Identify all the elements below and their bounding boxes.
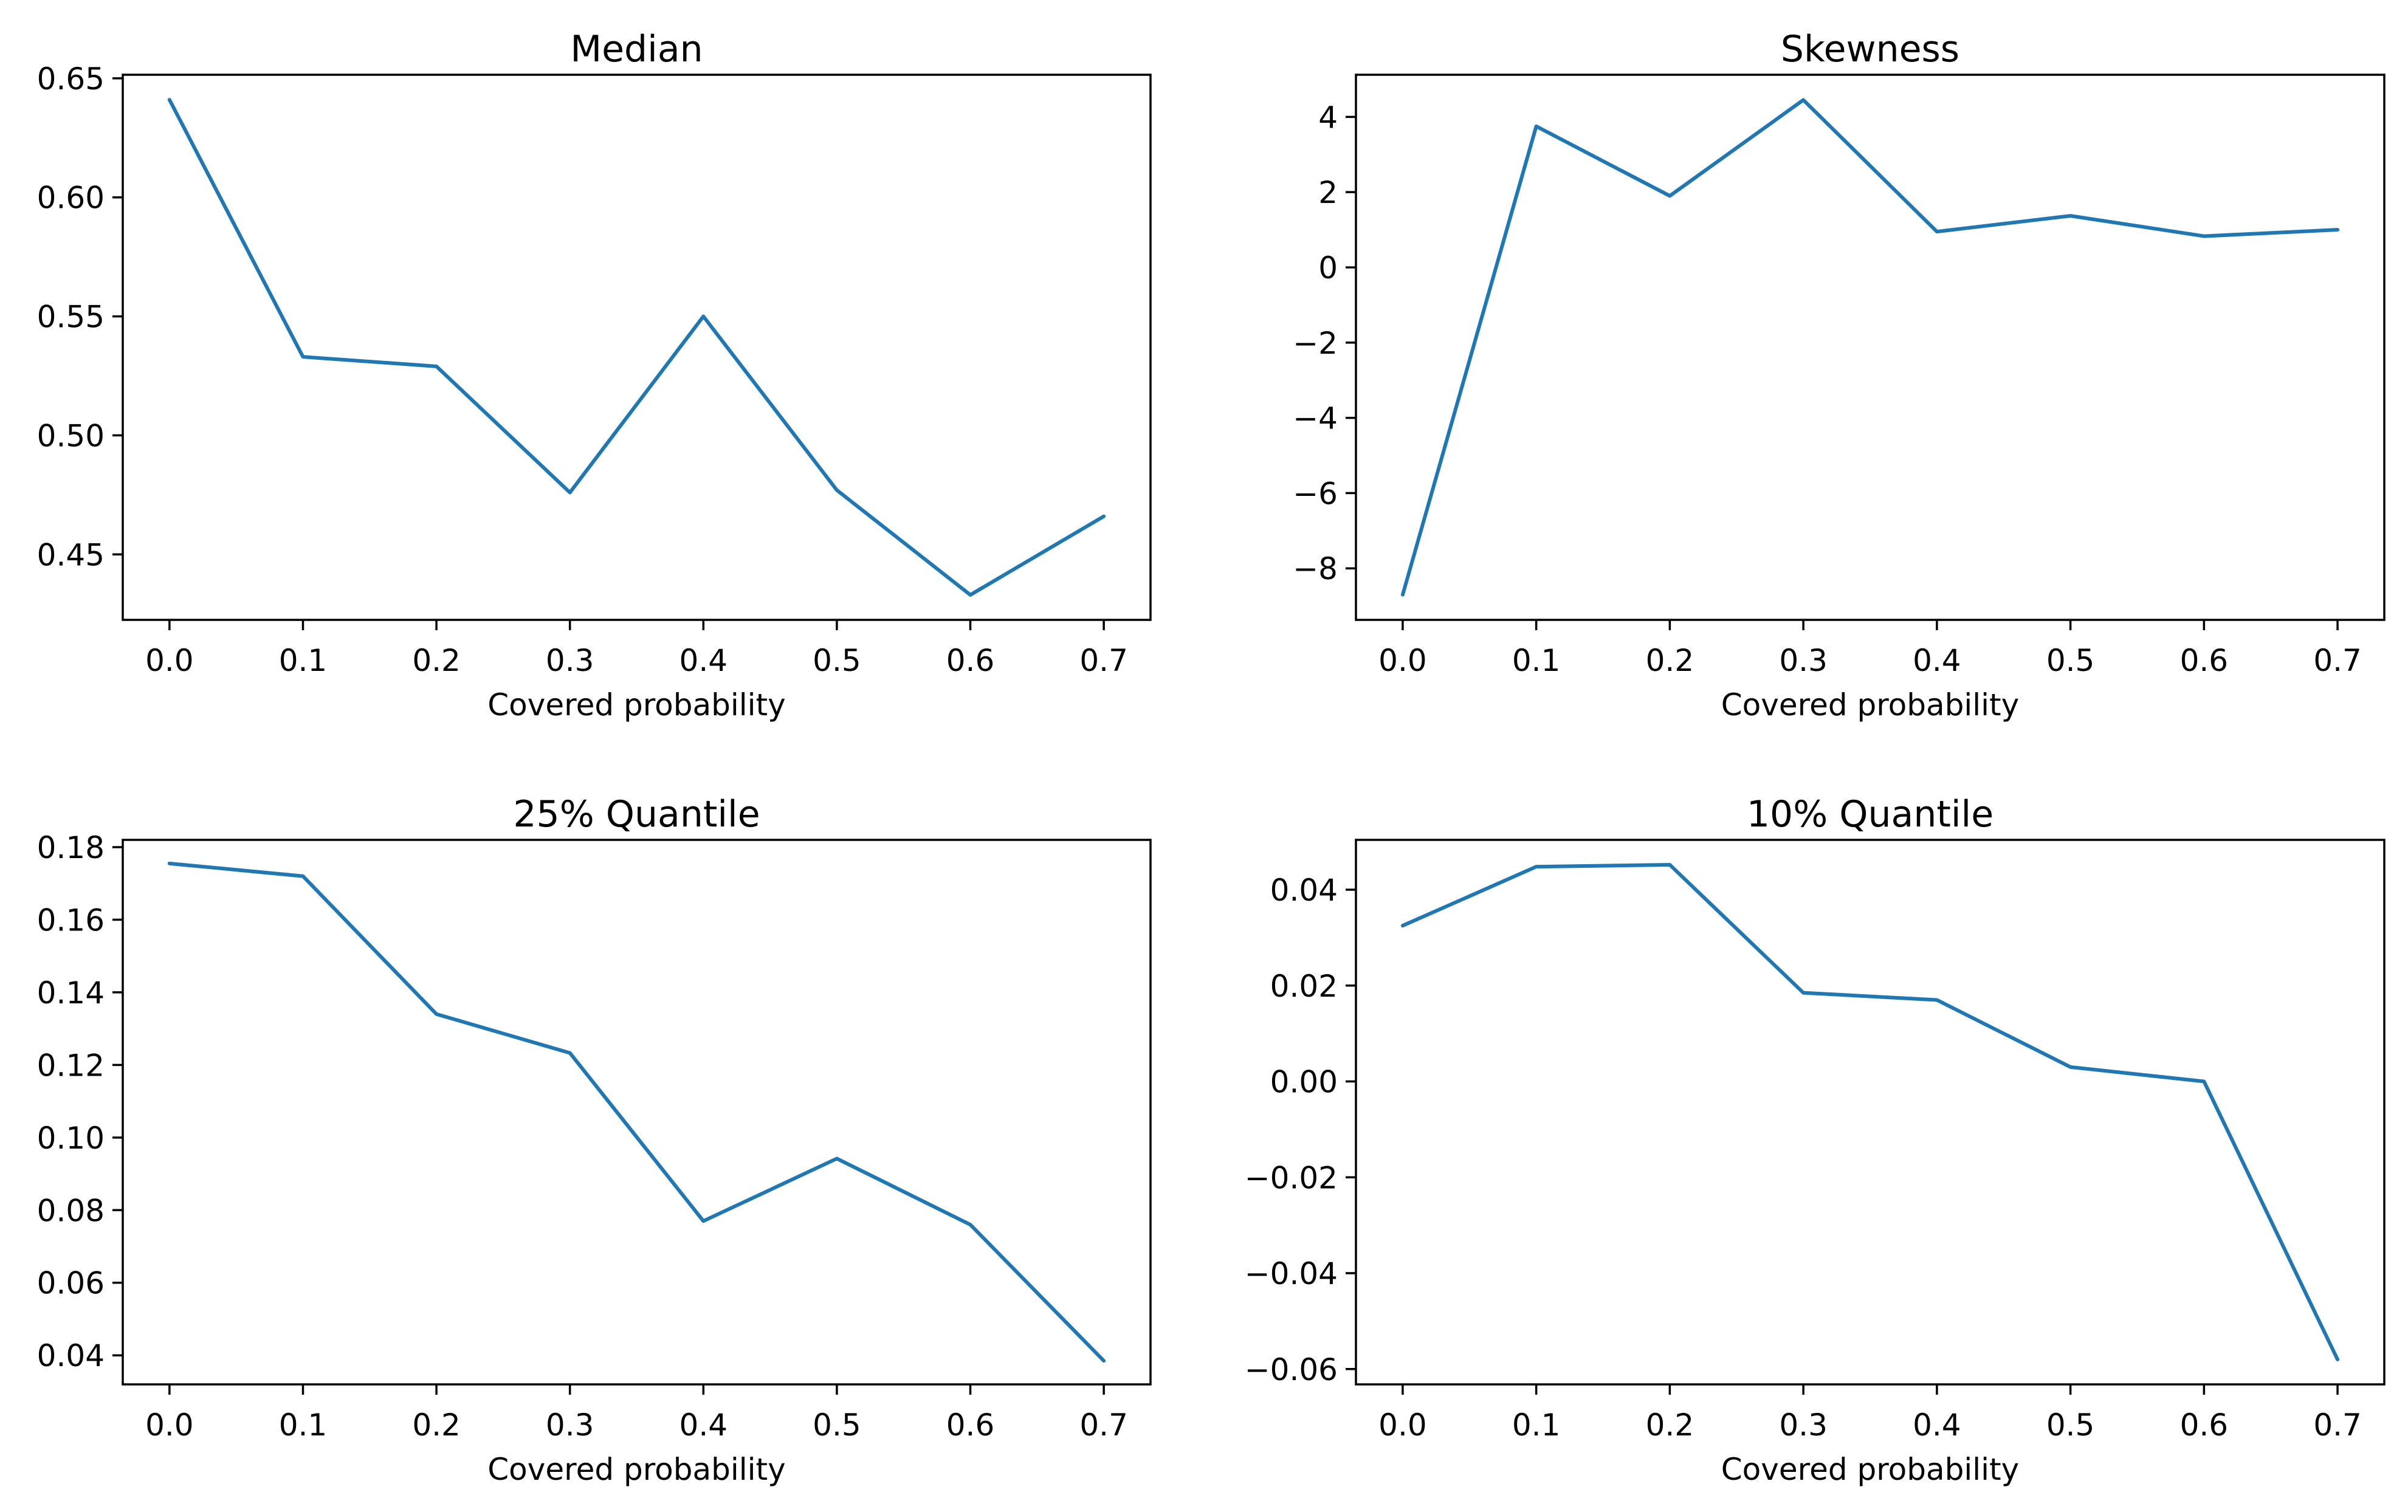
- x-tick-label: 0.0: [1378, 643, 1427, 678]
- x-tick-label: 0.5: [2046, 1407, 2095, 1443]
- x-tick-label: 0.3: [546, 643, 594, 678]
- x-tick-label: 0.4: [679, 643, 728, 678]
- y-tick-label: −0.02: [1245, 1160, 1338, 1195]
- x-tick-label: 0.4: [679, 1407, 728, 1443]
- x-tick-label: 0.3: [1779, 1407, 1828, 1443]
- y-tick-label: 0.50: [37, 418, 105, 453]
- y-tick-label: 0.00: [1270, 1065, 1338, 1100]
- y-tick-label: 0.14: [37, 975, 105, 1011]
- x-tick-label: 0.7: [2313, 1407, 2362, 1443]
- y-tick-label: 0.60: [37, 180, 105, 216]
- y-tick-label: −8: [1293, 551, 1338, 586]
- chart-panel: 25% Quantile 0.0 0.1 0.2 0.3 0.4 0.5 0.6 0.7 0.04…: [37, 793, 1152, 1487]
- x-tick-label: 0.7: [1079, 1407, 1128, 1443]
- y-tick-label: 4: [1318, 100, 1338, 135]
- x-tick-label: 0.0: [1378, 1407, 1427, 1443]
- x-tick-label: 0.3: [1779, 643, 1828, 678]
- y-tick-label: −0.06: [1245, 1352, 1338, 1387]
- x-tick-label: 0.1: [1512, 643, 1561, 678]
- x-tick-label: 0.1: [1512, 1407, 1561, 1443]
- y-tick-label: 0: [1318, 250, 1338, 286]
- chart-panel: Skewness 0.0 0.1 0.2 0.3 0.4 0.5 0.6 0.7 −8 −6 −4 −2…: [1293, 28, 2386, 723]
- x-tick-label: 0.0: [145, 1407, 194, 1443]
- series-line: [167, 861, 1106, 1363]
- y-tick-label: 0.18: [37, 830, 105, 865]
- x-tick-label: 0.6: [2180, 643, 2229, 678]
- x-tick-label: 0.2: [412, 1407, 461, 1443]
- y-tick-label: −4: [1293, 401, 1338, 436]
- y-tick-label: 0.02: [1270, 969, 1338, 1004]
- x-tick-label: 0.1: [279, 643, 328, 678]
- y-tick-label: 0.10: [37, 1121, 105, 1156]
- x-tick-label: 0.3: [546, 1407, 594, 1443]
- y-tick-label: 0.12: [37, 1048, 105, 1083]
- x-tick-label: 0.7: [1079, 643, 1128, 678]
- y-tick-label: 0.65: [37, 61, 105, 97]
- x-tick-label: 0.6: [946, 643, 995, 678]
- x-axis-label: Covered probability: [487, 687, 785, 723]
- x-tick-label: 0.7: [2313, 643, 2362, 678]
- series-line: [167, 98, 1106, 597]
- x-tick-label: 0.2: [1646, 1407, 1694, 1443]
- y-tick-label: 0.06: [37, 1266, 105, 1301]
- x-axis-label: Covered probability: [487, 1452, 785, 1487]
- plot-area-frame: [122, 74, 1152, 621]
- plot-area-frame: [1355, 839, 2386, 1386]
- chart-title: Skewness: [1781, 28, 1959, 70]
- chart-title: Median: [570, 28, 703, 70]
- x-tick-label: 0.5: [813, 643, 861, 678]
- x-tick-label: 0.4: [1913, 643, 1961, 678]
- x-tick-label: 0.2: [1646, 643, 1694, 678]
- x-tick-label: 0.6: [2180, 1407, 2229, 1443]
- x-axis-label: Covered probability: [1721, 687, 2019, 723]
- chart-title: 25% Quantile: [513, 793, 760, 836]
- x-tick-label: 0.5: [813, 1407, 861, 1443]
- chart-panel: 10% Quantile 0.0 0.1 0.2 0.3 0.4 0.5 0.6 0.7 −0.0…: [1245, 793, 2386, 1487]
- y-tick-label: 0.08: [37, 1193, 105, 1228]
- y-tick-label: −6: [1293, 476, 1338, 511]
- y-tick-label: 0.04: [1270, 873, 1338, 908]
- y-tick-label: 0.45: [37, 537, 105, 572]
- x-tick-label: 0.0: [145, 643, 194, 678]
- y-tick-label: −0.04: [1245, 1256, 1338, 1291]
- x-tick-label: 0.2: [412, 643, 461, 678]
- x-tick-label: 0.6: [946, 1407, 995, 1443]
- series-line: [1400, 863, 2340, 1361]
- x-tick-label: 0.4: [1913, 1407, 1961, 1443]
- x-tick-label: 0.1: [279, 1407, 328, 1443]
- y-tick-label: 0.55: [37, 300, 105, 335]
- y-tick-label: −2: [1293, 326, 1338, 361]
- chart-title: 10% Quantile: [1747, 793, 1993, 836]
- x-tick-label: 0.5: [2046, 643, 2095, 678]
- chart-panel: Median 0.0 0.1 0.2 0.3 0.4 0.5 0.6 0.7 0.45 0.50 0.…: [37, 28, 1152, 723]
- y-tick-label: 0.04: [37, 1338, 105, 1373]
- y-tick-label: 2: [1318, 175, 1338, 210]
- series-line: [1400, 98, 2340, 597]
- plot-area-frame: [122, 839, 1152, 1386]
- x-axis-label: Covered probability: [1721, 1452, 2019, 1487]
- y-tick-label: 0.16: [37, 902, 105, 938]
- plot-area-frame: [1355, 74, 2386, 621]
